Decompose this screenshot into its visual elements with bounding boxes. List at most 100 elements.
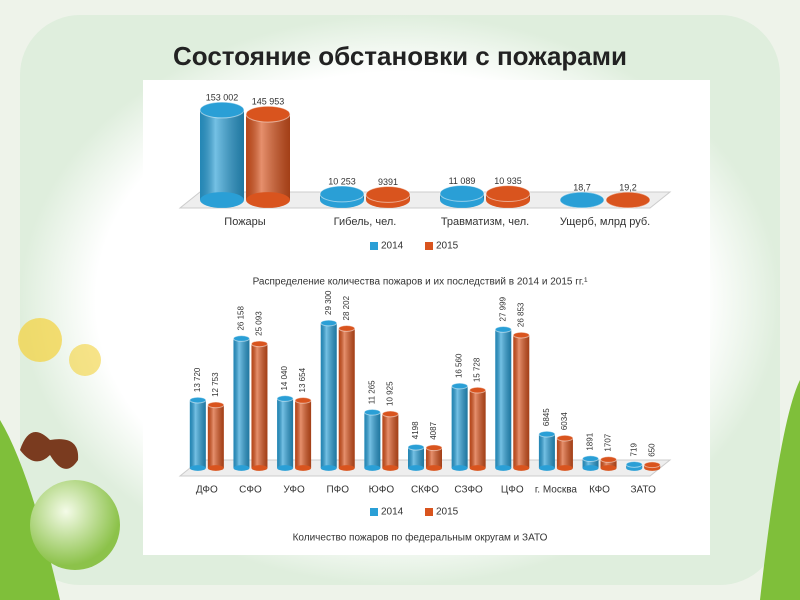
bar-shine [338,328,355,468]
bar-top [250,340,268,348]
value-label: 719 [629,443,638,457]
bar-top [245,105,291,123]
x-tick-label: ДФО [196,485,218,496]
bar-bottom [246,192,290,208]
bar-shine [233,338,250,468]
value-label: 1891 [586,432,595,450]
bar-top [559,191,605,209]
bar [189,396,207,471]
bar-top [469,386,487,394]
bar [365,186,411,208]
bar [469,386,487,471]
bar-shine [469,390,486,468]
bar-top [600,456,618,463]
bar-bottom [200,192,244,208]
value-label: 4087 [429,421,438,439]
bar-bottom [233,465,250,471]
bar [338,325,356,471]
legend-swatch [370,508,378,516]
legend-swatch [370,242,378,250]
bar [407,443,425,471]
legend-label: 2015 [436,241,459,252]
bar-bottom [189,465,206,471]
bar-top [276,395,294,402]
bar-top [512,331,530,339]
bar [538,430,556,471]
value-label: 28 202 [342,295,351,320]
value-label: 153 002 [206,92,239,102]
bar [276,395,294,471]
flower [18,318,62,362]
value-label: 10 925 [385,381,394,406]
bar-top [189,396,207,404]
value-label: 11 265 [367,380,376,404]
flower [69,344,101,376]
bar-top [320,319,338,327]
value-label: 25 093 [255,311,264,336]
x-tick-label: СФО [239,485,262,496]
legend-swatch [425,242,433,250]
value-label: 26 853 [516,302,525,327]
bar-bottom [277,465,294,471]
bar-shine [538,434,555,468]
bar-bottom [251,465,268,471]
x-tick-label: ЗАТО [630,485,656,496]
x-tick-label: ЦФО [501,485,524,496]
bar-top [199,101,245,119]
value-label: 12 753 [211,372,220,397]
x-tick-label: ЮФО [369,485,395,496]
bar-bottom [338,465,355,471]
bar-top [556,434,574,442]
value-label: 650 [647,443,656,457]
value-label: 10 935 [494,176,522,186]
bar [381,410,399,471]
value-label: 14 040 [280,365,289,390]
x-tick-label: Пожары [224,216,265,228]
bar [485,185,531,208]
bar-top [439,185,485,202]
chart-caption: Распределение количества пожаров и их по… [253,277,589,288]
bar-shine [200,110,244,200]
value-label: 6034 [560,412,569,430]
value-label: 29 300 [324,290,333,315]
bar-shine [451,386,468,468]
bar-shine [320,323,337,468]
bar-top [485,185,531,202]
bar-shine [295,400,312,468]
chart-caption: Количество пожаров по федеральным округа… [293,532,548,544]
bar-top [538,430,556,438]
bar-bottom [469,465,486,471]
legend-label: 2014 [381,241,404,252]
value-label: 6845 [542,408,551,426]
legend-swatch [425,508,433,516]
bar-shine [382,413,399,468]
x-tick-label: УФО [283,485,305,496]
floor [178,191,672,209]
value-label: 4198 [411,421,420,439]
bar-top [643,461,661,469]
bar-top [319,185,365,203]
bar-bottom [295,465,312,471]
bar [245,105,291,208]
bar-shine [426,447,442,468]
bar-top [207,401,225,409]
bar-top [338,325,356,332]
bar [600,456,618,471]
bar-top [363,408,381,416]
value-label: 15 728 [473,357,482,382]
bar-top [451,382,469,390]
value-label: 13 654 [298,367,307,392]
bar [512,331,530,471]
bar-bottom [600,465,617,471]
x-tick-label: ПФО [326,485,349,496]
bar-top [407,443,425,451]
bar-top [605,191,651,209]
x-tick-label: Гибель, чел. [334,216,397,228]
bar-shine [207,404,224,468]
bar [207,401,225,471]
value-label: 13 720 [193,367,202,392]
bar [582,455,600,471]
bar [605,191,651,209]
